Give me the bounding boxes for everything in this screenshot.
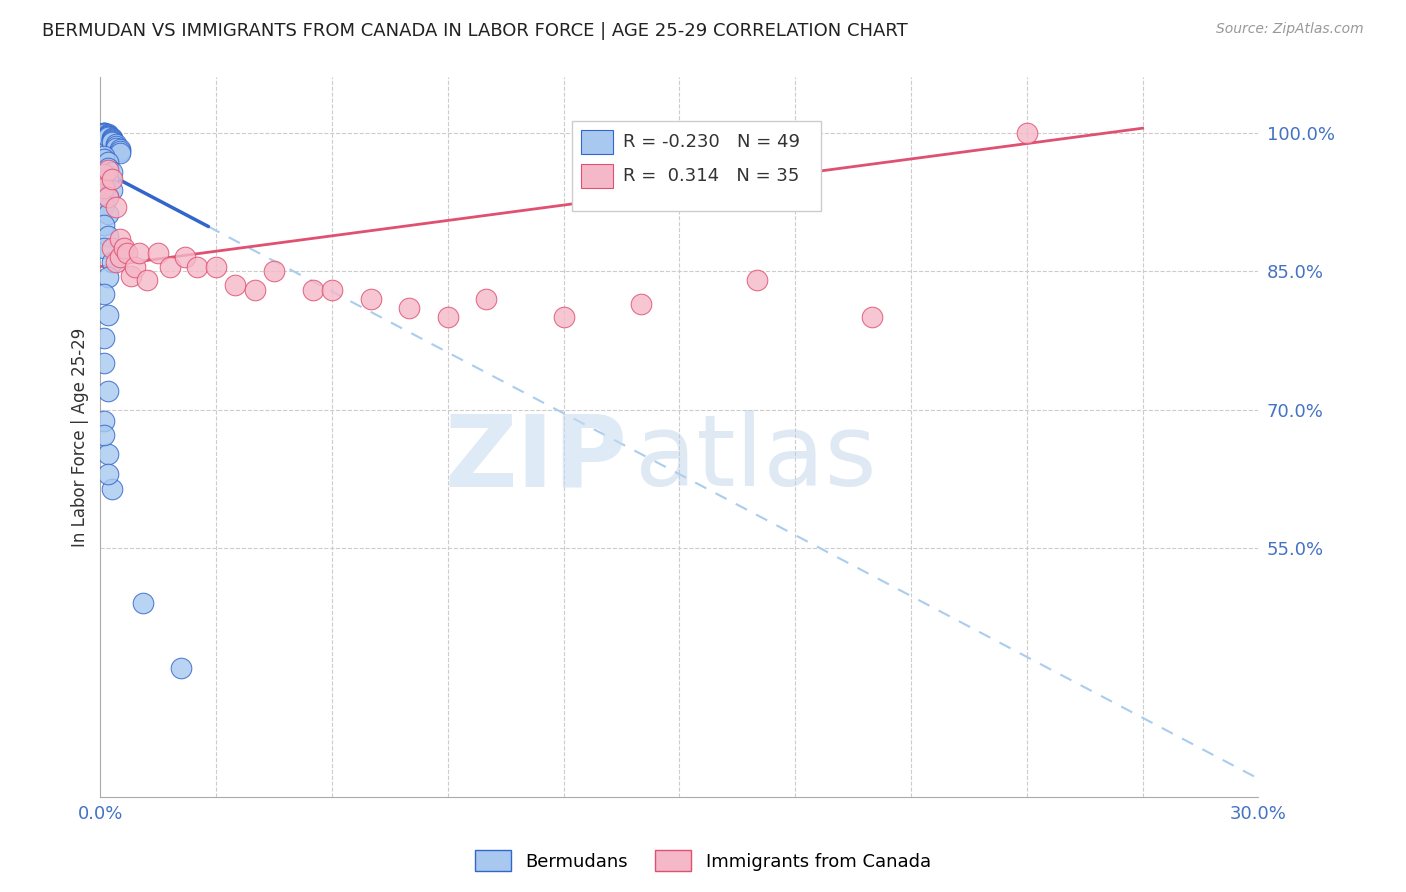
Point [97, 190, 120, 204]
Point [104, 200, 127, 214]
Point [93, 167, 115, 181]
Point [112, 241, 135, 255]
Point [93, 241, 115, 255]
Point [97, 162, 120, 177]
Point [321, 283, 343, 297]
Point [101, 134, 124, 148]
Point [93, 356, 115, 370]
Point [97, 384, 120, 399]
Point [104, 138, 127, 153]
Point [132, 596, 155, 610]
Y-axis label: In Labor Force | Age 25-29: In Labor Force | Age 25-29 [72, 327, 89, 547]
Point [398, 301, 420, 315]
Point [93, 126, 115, 140]
Text: ZIP: ZIP [444, 410, 627, 508]
Point [224, 278, 246, 293]
Point [630, 296, 652, 310]
Point [101, 241, 124, 255]
Point [93, 152, 115, 166]
Point [93, 428, 115, 442]
Point [101, 482, 124, 496]
Point [97, 130, 120, 145]
Point [148, 245, 170, 260]
Text: Source: ZipAtlas.com: Source: ZipAtlas.com [1216, 22, 1364, 37]
Point [108, 145, 131, 159]
Point [128, 245, 150, 260]
Point [1015, 126, 1038, 140]
Point [97, 269, 120, 284]
Point [117, 245, 139, 260]
Point [97, 229, 120, 244]
Point [93, 198, 115, 212]
Point [97, 161, 120, 175]
Point [108, 143, 131, 157]
Point [93, 126, 115, 140]
Point [135, 273, 157, 287]
Point [108, 146, 131, 161]
Point [93, 181, 115, 195]
Point [101, 172, 124, 186]
Point [93, 287, 115, 301]
Text: R = -0.230   N = 49: R = -0.230 N = 49 [623, 133, 800, 152]
Point [93, 218, 115, 232]
Point [745, 273, 768, 287]
Legend: Bermudans, Immigrants from Canada: Bermudans, Immigrants from Canada [468, 843, 938, 879]
FancyBboxPatch shape [581, 164, 613, 187]
Point [108, 232, 131, 246]
Point [97, 128, 120, 143]
Point [553, 310, 575, 325]
Point [104, 140, 127, 154]
Point [101, 164, 124, 178]
Point [159, 260, 181, 274]
Point [101, 135, 124, 149]
Point [436, 310, 458, 325]
Point [170, 661, 193, 675]
Point [97, 207, 120, 221]
Point [101, 133, 124, 147]
Point [97, 190, 120, 204]
Point [108, 251, 131, 265]
Point [205, 260, 228, 274]
Point [360, 292, 382, 306]
Text: BERMUDAN VS IMMIGRANTS FROM CANADA IN LABOR FORCE | AGE 25-29 CORRELATION CHART: BERMUDAN VS IMMIGRANTS FROM CANADA IN LA… [42, 22, 908, 40]
Point [97, 467, 120, 482]
Text: R =  0.314   N = 35: R = 0.314 N = 35 [623, 167, 799, 185]
Text: atlas: atlas [636, 410, 877, 508]
Point [97, 127, 120, 141]
Point [101, 183, 124, 197]
Point [104, 136, 127, 151]
Point [120, 268, 142, 283]
Point [101, 131, 124, 145]
Point [475, 292, 498, 306]
Point [93, 149, 115, 163]
Point [93, 127, 115, 141]
Point [97, 155, 120, 169]
Point [93, 331, 115, 345]
Point [97, 128, 120, 142]
Point [174, 251, 197, 265]
Point [186, 260, 208, 274]
Point [263, 264, 285, 278]
Point [97, 172, 120, 186]
Point [101, 132, 124, 146]
FancyBboxPatch shape [581, 130, 613, 153]
Point [93, 414, 115, 428]
Point [124, 260, 146, 274]
Point [93, 126, 115, 140]
Point [243, 283, 266, 297]
Point [104, 255, 127, 269]
Point [860, 310, 883, 325]
Point [93, 178, 115, 192]
Point [97, 129, 120, 144]
Point [301, 283, 323, 297]
Point [101, 255, 124, 269]
Point [97, 447, 120, 461]
Point [93, 168, 115, 182]
Point [97, 308, 120, 322]
FancyBboxPatch shape [572, 120, 821, 211]
